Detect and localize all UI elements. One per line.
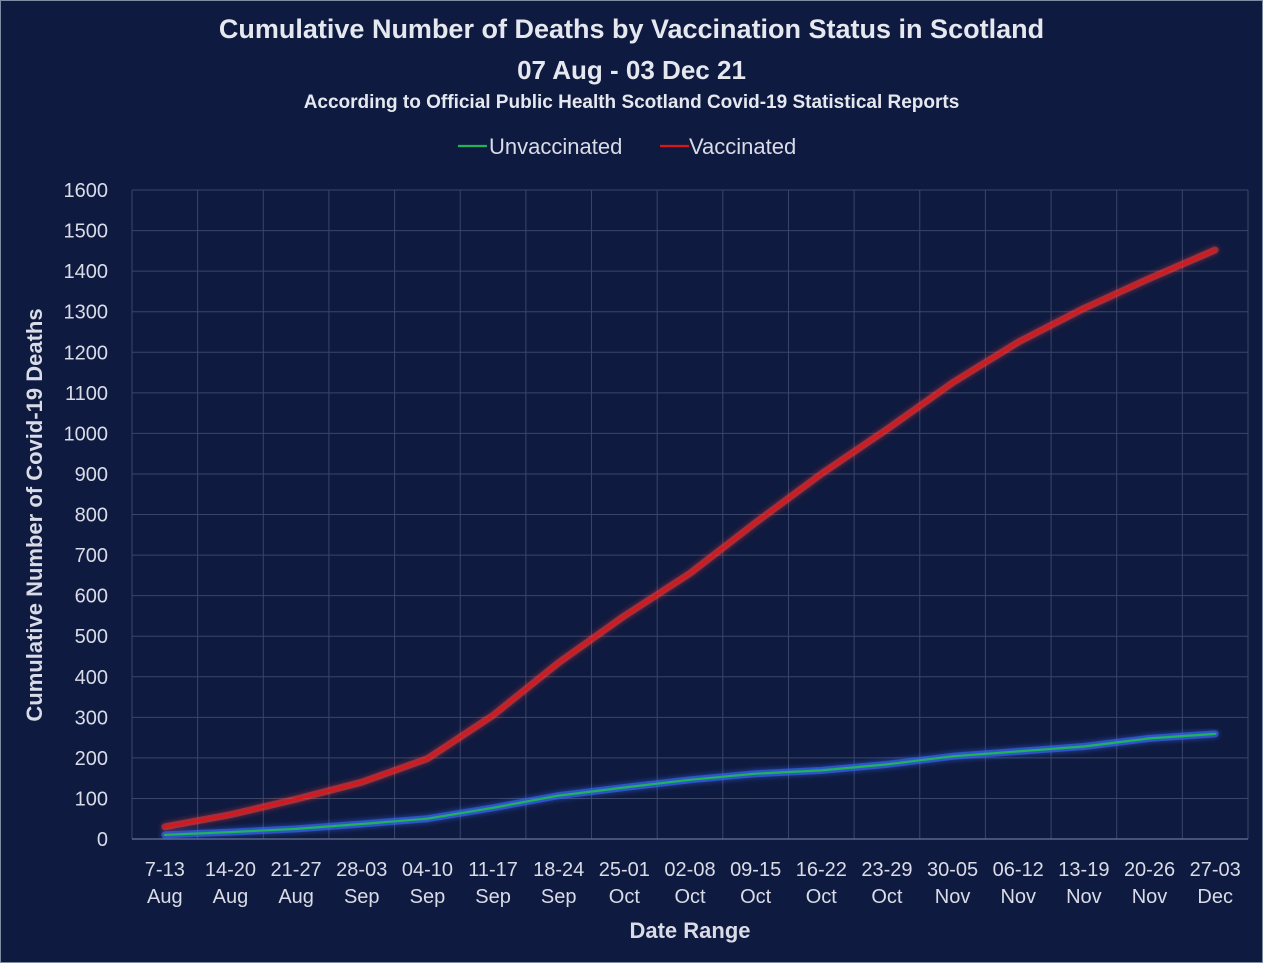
x-tick-label: 20-26 — [1124, 859, 1175, 881]
x-tick-label-month: Nov — [1132, 886, 1168, 908]
x-tick-label-month: Aug — [213, 886, 249, 908]
y-tick-label: 0 — [97, 829, 108, 851]
x-tick-label-month: Dec — [1197, 886, 1233, 908]
y-tick-label: 100 — [75, 788, 108, 810]
x-tick-label: 25-01 — [599, 859, 650, 881]
x-tick-label-month: Nov — [1000, 886, 1036, 908]
x-tick-label-month: Sep — [475, 886, 511, 908]
x-tick-label: 30-05 — [927, 859, 978, 881]
grid — [131, 189, 1249, 840]
x-tick-label-month: Oct — [740, 886, 772, 908]
x-tick-label: 11-17 — [468, 859, 518, 881]
x-tick-label-month: Sep — [410, 886, 446, 908]
x-tick-label-month: Oct — [806, 886, 838, 908]
chart-note: According to Official Public Health Scot… — [303, 92, 960, 113]
x-axis: 7-13 Aug 14-20 Aug 21-27 Aug 28-03 Sep 04-10 Sep 1… — [145, 859, 1241, 908]
x-tick-label-month: Aug — [278, 886, 314, 908]
y-tick-label: 200 — [75, 748, 108, 770]
x-tick-label: 13-19 — [1058, 859, 1109, 881]
series-lines — [161, 246, 1219, 839]
legend: Unvaccinated Vaccinated — [458, 134, 796, 159]
x-tick-label: 06-12 — [993, 859, 1044, 881]
y-tick-label: 1500 — [64, 221, 109, 243]
legend-label-unvaccinated: Unvaccinated — [489, 134, 622, 159]
x-tick-label: 21-27 — [271, 859, 322, 881]
chart-title: Cumulative Number of Deaths by Vaccinati… — [218, 14, 1045, 44]
x-tick-label-month: Nov — [1066, 886, 1102, 908]
x-tick-label: 16-22 — [796, 859, 847, 881]
x-tick-label: 27-03 — [1190, 859, 1241, 881]
y-axis-title: Cumulative Number of Covid-19 Deaths — [22, 308, 47, 721]
series-line-unvaccinated — [163, 732, 1217, 837]
y-tick-label: 400 — [75, 667, 108, 689]
chart-subtitle: 07 Aug - 03 Dec 21 — [517, 55, 746, 85]
y-tick-label: 700 — [75, 545, 108, 567]
x-tick-label: 02-08 — [664, 859, 715, 881]
x-tick-label: 09-15 — [730, 859, 781, 881]
y-tick-label: 1400 — [64, 261, 109, 283]
series-line-vaccinated — [163, 248, 1217, 828]
x-tick-label-month: Sep — [344, 886, 380, 908]
x-tick-label: 04-10 — [402, 859, 453, 881]
y-tick-label: 1200 — [64, 342, 109, 364]
x-tick-label-month: Aug — [147, 886, 183, 908]
x-tick-label: 14-20 — [205, 859, 256, 881]
y-tick-label: 500 — [75, 626, 108, 648]
x-tick-label-month: Oct — [674, 886, 706, 908]
y-tick-label: 900 — [75, 464, 108, 486]
y-tick-label: 1000 — [64, 423, 109, 445]
x-tick-label-month: Sep — [541, 886, 577, 908]
x-axis-title: Date Range — [629, 918, 750, 943]
y-tick-label: 1300 — [64, 302, 109, 324]
x-tick-label: 23-29 — [861, 859, 912, 881]
x-tick-label: 28-03 — [336, 859, 387, 881]
x-tick-label: 7-13 — [145, 859, 185, 881]
y-tick-label: 1100 — [65, 383, 108, 405]
legend-label-vaccinated: Vaccinated — [689, 134, 796, 159]
x-tick-label: 18-24 — [533, 859, 584, 881]
y-tick-label: 1600 — [64, 180, 109, 202]
x-tick-label-month: Nov — [935, 886, 971, 908]
y-tick-label: 300 — [75, 707, 108, 729]
x-tick-label-month: Oct — [609, 886, 641, 908]
y-axis: 0 100 200 300 400 500 600 700 800 900 1000 1100 1200… — [64, 180, 109, 851]
series-glow-vaccinated — [161, 246, 1219, 831]
y-tick-label: 800 — [75, 505, 108, 527]
x-tick-label-month: Oct — [871, 886, 903, 908]
y-tick-label: 600 — [75, 586, 108, 608]
